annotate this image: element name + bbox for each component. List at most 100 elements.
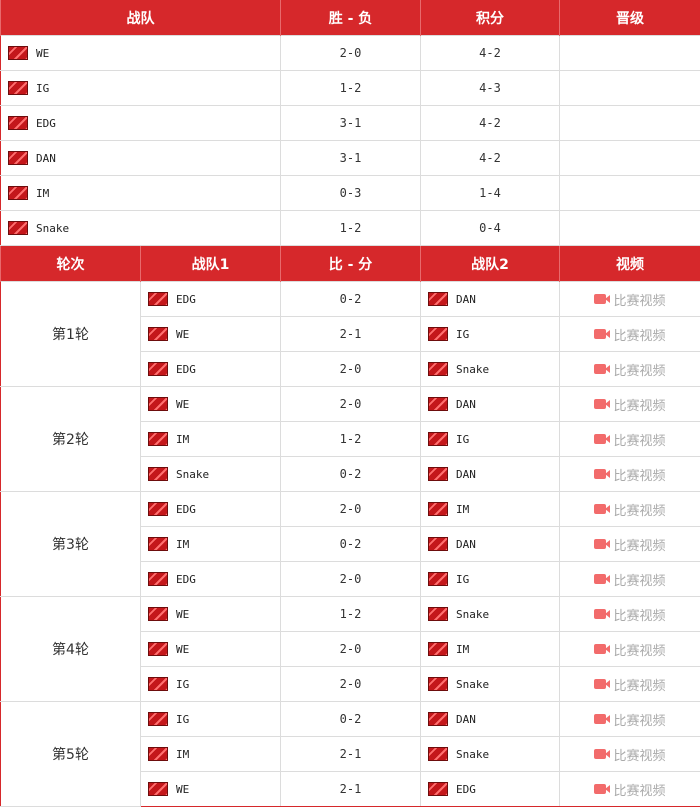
team: WE	[148, 327, 280, 341]
video-cell: 比赛视频	[559, 421, 700, 457]
match-score: 2-0	[280, 666, 421, 702]
match-video-link[interactable]: 比赛视频	[594, 780, 666, 799]
team-cell: Snake	[140, 456, 281, 492]
team-cell: EDG	[140, 561, 281, 597]
team-name: IG	[456, 327, 470, 341]
match-video-link[interactable]: 比赛视频	[594, 570, 666, 589]
header-video: 视频	[559, 246, 700, 282]
team-flag-icon	[428, 782, 448, 796]
team-flag-icon	[8, 81, 28, 95]
team: IG	[148, 712, 280, 726]
match-video-link[interactable]: 比赛视频	[594, 430, 666, 449]
match-video-link[interactable]: 比赛视频	[594, 535, 666, 554]
team: IM	[148, 747, 280, 761]
team-name: DAN	[456, 537, 476, 551]
team: Snake	[428, 362, 559, 376]
team-name: IM	[176, 432, 190, 446]
video-label: 比赛视频	[613, 783, 666, 799]
team-flag-icon	[428, 607, 448, 621]
points-cell: 4-2	[420, 105, 560, 141]
match-video-link[interactable]: 比赛视频	[594, 710, 666, 729]
video-camera-icon	[594, 364, 611, 374]
team-cell: Snake	[420, 736, 560, 772]
advance-cell	[559, 70, 700, 106]
video-cell: 比赛视频	[559, 526, 700, 562]
video-label: 比赛视频	[613, 468, 666, 484]
match-video-link[interactable]: 比赛视频	[594, 605, 666, 624]
team-name: WE	[176, 327, 190, 341]
team-name: EDG	[456, 782, 476, 796]
team: EDG	[8, 116, 280, 130]
team-name: IG	[36, 81, 50, 95]
record-cell: 1-2	[280, 210, 421, 246]
match-video-link[interactable]: 比赛视频	[594, 500, 666, 519]
video-camera-icon	[594, 329, 611, 339]
header-score: 比 - 分	[280, 246, 421, 282]
standings-row: IG 1-2 4-3	[0, 70, 700, 106]
team-name: WE	[176, 397, 190, 411]
round-label: 第2轮	[0, 386, 141, 492]
match-video-link[interactable]: 比赛视频	[594, 675, 666, 694]
video-camera-icon	[594, 574, 611, 584]
team-name: Snake	[36, 221, 70, 235]
team-name: Snake	[176, 467, 210, 481]
video-camera-icon	[594, 469, 611, 479]
team-flag-icon	[8, 221, 28, 235]
video-camera-icon	[594, 434, 611, 444]
team: WE	[148, 782, 280, 796]
video-label: 比赛视频	[613, 433, 666, 449]
match-row: EDG 2-0 Snake 比赛视频	[1, 351, 700, 387]
match-video-link[interactable]: 比赛视频	[594, 360, 666, 379]
team-name: WE	[176, 782, 190, 796]
team-cell: IM	[140, 736, 281, 772]
match-video-link[interactable]: 比赛视频	[594, 290, 666, 309]
match-score: 0-2	[280, 526, 421, 562]
team-name: IG	[176, 677, 190, 691]
team-cell: WE	[140, 631, 281, 667]
team-flag-icon	[8, 116, 28, 130]
team-name: Snake	[456, 362, 490, 376]
video-label: 比赛视频	[613, 328, 666, 344]
round-label: 第3轮	[0, 491, 141, 597]
team-flag-icon	[428, 467, 448, 481]
team-cell: DAN	[0, 140, 281, 176]
team-flag-icon	[8, 186, 28, 200]
advance-cell	[559, 105, 700, 141]
team: IM	[428, 642, 559, 656]
match-video-link[interactable]: 比赛视频	[594, 640, 666, 659]
team: IM	[8, 186, 280, 200]
team-flag-icon	[148, 432, 168, 446]
team: WE	[148, 642, 280, 656]
match-score: 0-2	[280, 281, 421, 317]
match-video-link[interactable]: 比赛视频	[594, 465, 666, 484]
match-row: 第1轮 EDG 0-2 DAN 比赛视频	[0, 281, 700, 387]
match-row: WE 2-1 EDG 比赛视频	[1, 771, 700, 807]
match-score: 0-2	[280, 701, 421, 737]
video-camera-icon	[594, 784, 611, 794]
team-name: Snake	[456, 607, 490, 621]
team-cell: WE	[140, 386, 281, 422]
team-flag-icon	[148, 502, 168, 516]
header-record: 胜 - 负	[280, 0, 421, 36]
team: WE	[8, 46, 280, 60]
team-name: IM	[456, 642, 470, 656]
match-score: 2-0	[280, 561, 421, 597]
team: Snake	[8, 221, 280, 235]
team-cell: EDG	[420, 771, 560, 807]
team-flag-icon	[148, 747, 168, 761]
points-cell: 4-2	[420, 140, 560, 176]
team-name: EDG	[36, 116, 56, 130]
team-flag-icon	[428, 397, 448, 411]
team-cell: IG	[140, 666, 281, 702]
team-flag-icon	[428, 502, 448, 516]
match-video-link[interactable]: 比赛视频	[594, 395, 666, 414]
match-video-link[interactable]: 比赛视频	[594, 745, 666, 764]
team-name: IM	[36, 186, 50, 200]
match-video-link[interactable]: 比赛视频	[594, 325, 666, 344]
record-cell: 2-0	[280, 35, 421, 71]
team-flag-icon	[148, 362, 168, 376]
team-flag-icon	[428, 712, 448, 726]
header-team2: 战队2	[420, 246, 560, 282]
video-cell: 比赛视频	[559, 456, 700, 492]
video-cell: 比赛视频	[559, 631, 700, 667]
